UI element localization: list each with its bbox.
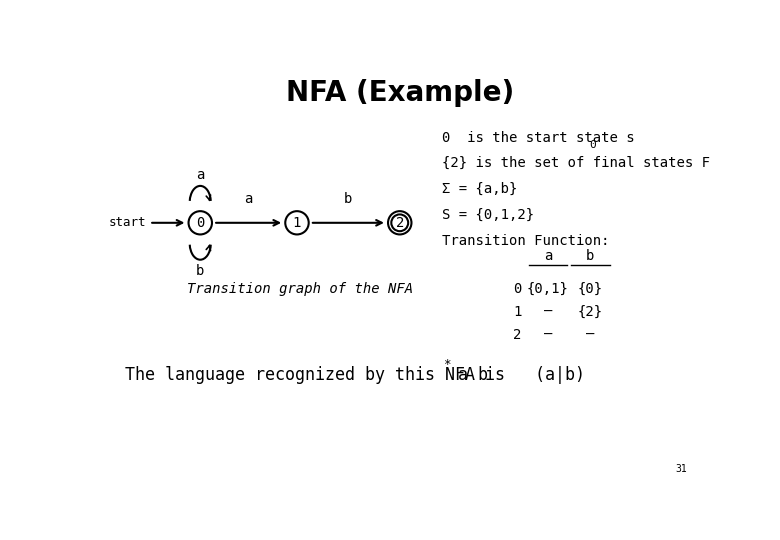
Text: a b: a b: [448, 366, 488, 383]
Text: Transition Function:: Transition Function:: [442, 234, 609, 248]
Text: The language recognized by this NFA is   (a|b): The language recognized by this NFA is (…: [125, 366, 585, 383]
Text: {2} is the set of final states F: {2} is the set of final states F: [442, 157, 710, 170]
Text: b: b: [196, 264, 204, 278]
Text: a: a: [196, 168, 204, 182]
Text: 0  is the start state s: 0 is the start state s: [442, 131, 635, 145]
Text: a: a: [244, 192, 253, 206]
Text: start: start: [108, 217, 146, 230]
Text: Σ = {a,b}: Σ = {a,b}: [442, 182, 517, 196]
Text: S = {0,1,2}: S = {0,1,2}: [442, 208, 534, 222]
Text: a: a: [544, 248, 552, 262]
Text: {0,1}: {0,1}: [527, 282, 569, 296]
Text: 0: 0: [589, 140, 596, 150]
Text: 0: 0: [196, 216, 204, 230]
Text: 1: 1: [292, 216, 301, 230]
Text: –: –: [544, 328, 552, 341]
Text: {2}: {2}: [578, 305, 603, 319]
Text: {0}: {0}: [578, 282, 603, 296]
Text: *: *: [443, 357, 450, 370]
Text: Transition graph of the NFA: Transition graph of the NFA: [187, 282, 413, 296]
Text: NFA (Example): NFA (Example): [285, 79, 514, 107]
Text: 0: 0: [513, 282, 522, 296]
Text: 1: 1: [513, 305, 522, 319]
Text: –: –: [586, 328, 594, 341]
Text: b: b: [586, 248, 594, 262]
Text: –: –: [544, 305, 552, 319]
Text: 2: 2: [513, 328, 522, 341]
Text: 2: 2: [395, 216, 404, 230]
Text: 31: 31: [675, 464, 687, 474]
Text: b: b: [344, 192, 353, 206]
